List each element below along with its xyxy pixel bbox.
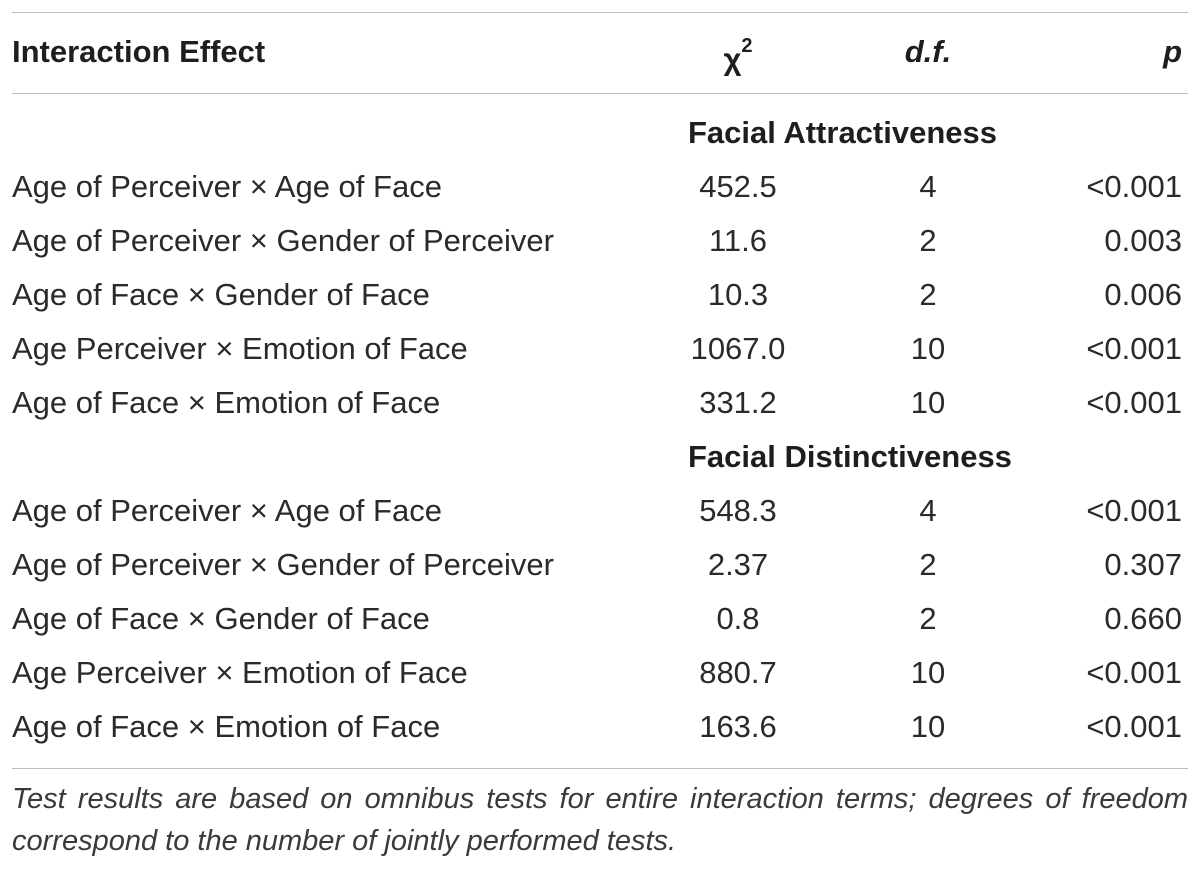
cell-df: 10	[910, 385, 946, 420]
cell-df: 4	[919, 493, 937, 528]
cell-df: 10	[910, 331, 946, 366]
cell-chi: 11.6	[708, 223, 768, 258]
cell-p: <0.001	[1086, 655, 1182, 690]
cell-chi: 452.5	[699, 169, 777, 204]
cell-df: 10	[910, 709, 946, 744]
cell-df: 10	[910, 655, 946, 690]
cell-p: <0.001	[1086, 169, 1182, 204]
cell-chi: 880.7	[699, 655, 777, 690]
section-title-attractiveness: Facial Attractiveness	[688, 115, 998, 150]
header-chi-superscript: 2	[741, 35, 753, 57]
table-row: Age of Perceiver × Gender of Perceiver 1…	[0, 214, 1200, 268]
cell-df: 2	[919, 601, 937, 636]
header-chi-square: χ2	[648, 25, 828, 79]
cell-df: 2	[919, 277, 937, 312]
cell-p: <0.001	[1086, 493, 1182, 528]
cell-chi: 548.3	[699, 493, 777, 528]
cell-p: 0.003	[1104, 223, 1182, 258]
cell-effect: Age of Face × Gender of Face	[12, 277, 430, 312]
table-row: Age of Face × Gender of Face 0.8 2 0.660	[0, 592, 1200, 646]
section-title-row: Facial Distinctiveness	[0, 430, 1200, 484]
table-bottom-rule	[12, 768, 1188, 769]
header-interaction-effect: Interaction Effect	[12, 34, 266, 69]
cell-effect: Age of Perceiver × Gender of Perceiver	[12, 547, 554, 582]
cell-effect: Age of Perceiver × Gender of Perceiver	[12, 223, 554, 258]
cell-effect: Age of Face × Emotion of Face	[12, 709, 441, 744]
table-row: Age of Perceiver × Gender of Perceiver 2…	[0, 538, 1200, 592]
cell-df: 2	[919, 223, 937, 258]
cell-effect: Age of Perceiver × Age of Face	[12, 169, 442, 204]
cell-p: 0.660	[1104, 601, 1182, 636]
cell-chi: 10.3	[707, 277, 769, 312]
cell-df: 4	[919, 169, 937, 204]
table-row: Age of Face × Emotion of Face 163.6 10 <…	[0, 700, 1200, 754]
table-row: Age Perceiver × Emotion of Face 1067.0 1…	[0, 322, 1200, 376]
table-header-rule	[12, 93, 1188, 94]
table-row: Age of Perceiver × Age of Face 452.5 4 <…	[0, 160, 1200, 214]
table-row: Age of Face × Emotion of Face 331.2 10 <…	[0, 376, 1200, 430]
cell-effect: Age of Face × Gender of Face	[12, 601, 430, 636]
cell-p: <0.001	[1086, 331, 1182, 366]
cell-effect: Age Perceiver × Emotion of Face	[12, 655, 468, 690]
table-footnote: Test results are based on omnibus tests …	[12, 783, 1188, 857]
table-row: Age of Face × Gender of Face 10.3 2 0.00…	[0, 268, 1200, 322]
cell-p: 0.006	[1104, 277, 1182, 312]
cell-p: 0.307	[1104, 547, 1182, 582]
table-top-rule	[12, 12, 1188, 13]
header-p: p	[1163, 34, 1182, 69]
table-row: Age Perceiver × Emotion of Face 880.7 10…	[0, 646, 1200, 700]
cell-chi: 163.6	[699, 709, 777, 744]
cell-chi: 0.8	[716, 601, 760, 636]
cell-chi: 331.2	[699, 385, 777, 420]
cell-chi: 1067.0	[690, 331, 786, 366]
cell-effect: Age of Perceiver × Age of Face	[12, 493, 442, 528]
cell-effect: Age of Face × Emotion of Face	[12, 385, 441, 420]
cell-df: 2	[919, 547, 937, 582]
header-chi-symbol: χ	[723, 41, 742, 77]
section-title-row: Facial Attractiveness	[0, 106, 1200, 160]
table-header-row: Interaction Effect χ2 d.f. p	[0, 25, 1200, 79]
header-df: d.f.	[904, 34, 952, 69]
section-title-distinctiveness: Facial Distinctiveness	[688, 439, 1012, 474]
cell-chi: 2.37	[707, 547, 769, 582]
cell-effect: Age Perceiver × Emotion of Face	[12, 331, 468, 366]
cell-p: <0.001	[1086, 385, 1182, 420]
cell-p: <0.001	[1086, 709, 1182, 744]
table-row: Age of Perceiver × Age of Face 548.3 4 <…	[0, 484, 1200, 538]
